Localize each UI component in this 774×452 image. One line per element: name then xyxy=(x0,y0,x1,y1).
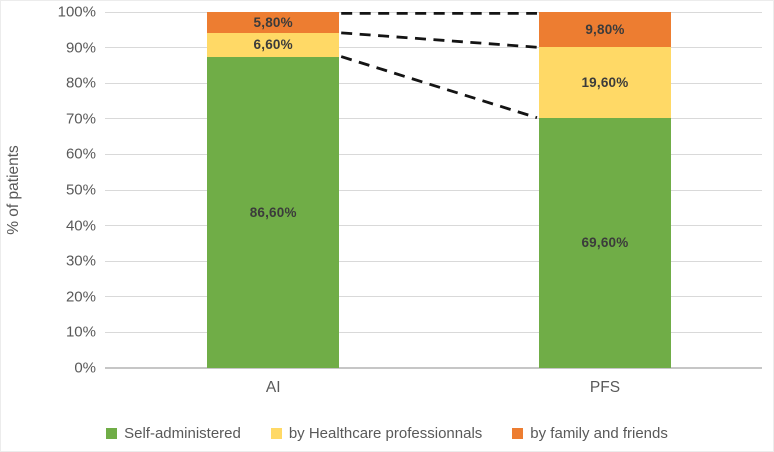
y-axis-tick-label: 30% xyxy=(65,252,96,270)
x-axis-category-label: AI xyxy=(265,379,281,396)
legend-item-2: by family and friends xyxy=(512,425,668,442)
segment-data-label: 69,60% xyxy=(581,235,629,251)
y-axis-tick-label: 90% xyxy=(65,39,96,57)
legend-swatch-icon xyxy=(106,428,118,439)
bar-segment-PFS-1: 19,60% xyxy=(538,47,671,118)
y-axis-title: % of patients xyxy=(5,145,22,235)
y-axis-tick-label: 40% xyxy=(65,217,96,235)
bar-segment-AI-0: 86,60% xyxy=(207,56,340,368)
plot-area: 0% 10% 20% 30% 40% 50% 60% 70% 80% 90% 100% 86,60% 6… xyxy=(58,4,762,396)
y-axis-tick-label: 100% xyxy=(57,3,96,21)
segment-data-label: 9,80% xyxy=(585,22,625,38)
bar-segment-PFS-0: 69,60% xyxy=(538,117,671,368)
y-axis-tick-label: 70% xyxy=(65,110,96,128)
y-axis-tick-label: 0% xyxy=(74,359,96,377)
y-axis-tick-label: 50% xyxy=(65,181,96,199)
gridline xyxy=(105,189,762,191)
segment-data-label: 86,60% xyxy=(249,204,297,220)
legend-swatch-icon xyxy=(512,428,524,439)
segment-data-label: 19,60% xyxy=(581,75,629,90)
x-axis-line xyxy=(105,367,762,369)
bar-segment-AI-1: 6,60% xyxy=(207,32,340,57)
gridline xyxy=(105,225,762,227)
gridline xyxy=(105,153,762,155)
connector-line xyxy=(341,31,538,49)
connector-line xyxy=(340,55,538,120)
legend-item-1: by Healthcare professionnals xyxy=(270,425,483,442)
gridline xyxy=(105,260,762,262)
x-axis-category-label: PFS xyxy=(589,379,621,396)
legend-label: Self-administered xyxy=(124,425,241,442)
legend-swatch-icon xyxy=(270,428,282,439)
legend: Self-administered by Healthcare professio… xyxy=(0,425,774,442)
segment-data-label: 5,80% xyxy=(253,14,293,30)
bar-segment-AI-2: 5,80% xyxy=(207,12,340,33)
gridline xyxy=(105,296,762,298)
gridline xyxy=(105,331,762,333)
y-axis-tick-label: 80% xyxy=(65,74,96,92)
legend-label: by family and friends xyxy=(530,425,668,442)
segment-data-label: 6,60% xyxy=(253,37,293,53)
y-axis-tick-label: 20% xyxy=(65,288,96,306)
legend-item-0: Self-administered xyxy=(106,425,241,442)
y-axis-tick-label: 10% xyxy=(65,323,96,341)
y-axis-tick-label: 60% xyxy=(65,145,96,163)
bar-segment-PFS-2: 9,80% xyxy=(538,12,671,48)
legend-label: by Healthcare professionnals xyxy=(288,425,483,442)
